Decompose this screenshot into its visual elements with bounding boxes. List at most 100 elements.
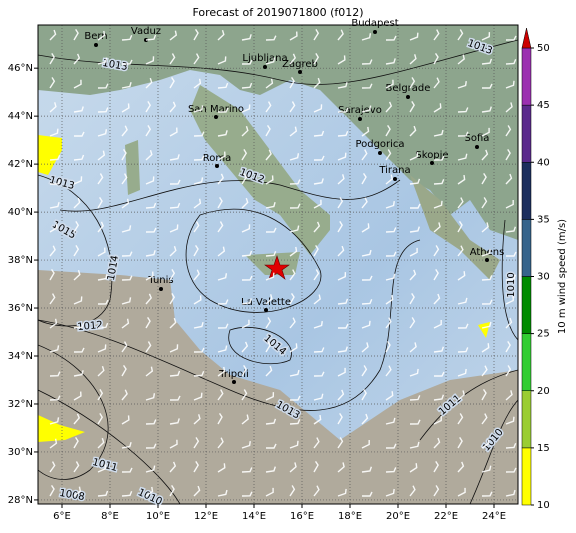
- wind-barb: [265, 487, 274, 497]
- colorbar-segment: [521, 162, 532, 220]
- wind-barb: [409, 226, 420, 233]
- wind-barb: [433, 416, 442, 425]
- wind-barb: [73, 296, 83, 305]
- wind-barb: [457, 107, 469, 113]
- wind-barb: [385, 251, 397, 257]
- city-label: Zagreb: [282, 59, 318, 70]
- wind-barb: [73, 106, 84, 113]
- city-dot: [94, 43, 98, 47]
- colorbar-tick-label: 35: [537, 214, 550, 225]
- wind-barb: [337, 412, 343, 425]
- wind-barb: [145, 316, 151, 329]
- wind-barb: [481, 32, 491, 41]
- city-dot: [214, 115, 218, 119]
- wind-barb: [505, 296, 514, 305]
- wind-barb: [145, 341, 152, 353]
- wind-barb: [433, 222, 441, 233]
- city-dot: [430, 161, 434, 165]
- city-label: Athens: [470, 247, 505, 258]
- wind-barb: [73, 176, 83, 185]
- wind-barb: [481, 491, 493, 497]
- wind-barb: [169, 344, 179, 353]
- wind-barb: [481, 149, 489, 161]
- wind-barb: [289, 153, 300, 161]
- wind-barb: [313, 77, 321, 89]
- wind-barb: [169, 293, 176, 305]
- wind-barb: [409, 395, 421, 401]
- wind-barb: [265, 294, 273, 305]
- wind-barb: [337, 389, 345, 401]
- wind-barb: [361, 299, 373, 305]
- wind-barb: [313, 269, 320, 281]
- wind-barb: [73, 486, 82, 497]
- colorbar-segment: [521, 276, 532, 334]
- wind-barb: [505, 390, 513, 401]
- wind-barb: [97, 196, 103, 209]
- colorbar-tick-label: 50: [537, 43, 550, 54]
- wind-barb: [217, 56, 227, 65]
- wind-barb: [97, 344, 107, 353]
- wind-barb: [49, 201, 60, 209]
- wind-barb: [361, 172, 367, 185]
- wind-barb: [481, 248, 491, 257]
- wind-barb: [505, 226, 517, 233]
- wind-barb: [409, 292, 415, 305]
- wind-barb: [265, 227, 277, 233]
- wind-barb: [409, 178, 421, 185]
- wind-barb: [217, 389, 224, 401]
- wind-barb: [361, 413, 369, 425]
- colorbar-segment: [521, 333, 532, 391]
- wind-barb: [73, 53, 81, 65]
- wind-barb: [49, 154, 61, 161]
- wind-barb: [313, 178, 324, 185]
- wind-barb: [121, 81, 132, 89]
- wind-barb: [193, 485, 201, 497]
- wind-barb: [49, 102, 57, 113]
- wind-barb: [361, 249, 372, 257]
- x-tick-label: 8°E: [101, 511, 119, 522]
- wind-barb: [313, 460, 319, 473]
- wind-barb: [217, 221, 224, 233]
- wind-barb: [265, 149, 272, 161]
- wind-barb: [121, 173, 128, 185]
- wind-barb: [385, 294, 394, 305]
- wind-barb: [505, 173, 513, 185]
- wind-barb: [385, 35, 397, 41]
- colorbar-tick-label: 40: [537, 157, 550, 168]
- x-tick-label: 6°E: [53, 511, 71, 522]
- wind-barb: [241, 34, 252, 41]
- wind-barb: [433, 179, 445, 185]
- wind-barb: [313, 414, 322, 425]
- wind-barb: [121, 467, 133, 473]
- wind-barb: [313, 347, 325, 353]
- wind-barb: [385, 365, 392, 377]
- wind-barb: [49, 223, 58, 233]
- city-label: La Valette: [241, 297, 291, 308]
- wind-barb: [121, 415, 130, 425]
- wind-barb: [289, 101, 296, 113]
- city-label: Belgrade: [386, 83, 431, 94]
- wind-barb: [217, 107, 229, 113]
- wind-barb: [121, 490, 133, 497]
- wind-barb: [49, 371, 61, 377]
- wind-barb: [385, 317, 392, 329]
- wind-barb: [97, 107, 109, 113]
- wind-barb: [433, 52, 439, 65]
- wind-barb: [73, 461, 80, 473]
- wind-barb: [313, 130, 325, 137]
- isobar-label: 1012: [77, 320, 103, 333]
- city-label: Bern: [84, 31, 107, 42]
- wind-barb: [73, 154, 85, 161]
- wind-barb: [313, 371, 325, 377]
- wind-barb: [169, 224, 179, 233]
- wind-barb: [73, 28, 79, 41]
- wind-barb: [337, 55, 346, 65]
- city-dot: [159, 287, 163, 291]
- wind-barb: [121, 275, 133, 281]
- wind-barb: [433, 460, 439, 473]
- wind-barb: [385, 58, 396, 65]
- wind-barb: [241, 224, 251, 233]
- wind-barb: [409, 317, 416, 329]
- wind-barb: [433, 293, 441, 305]
- wind-barb: [97, 30, 106, 41]
